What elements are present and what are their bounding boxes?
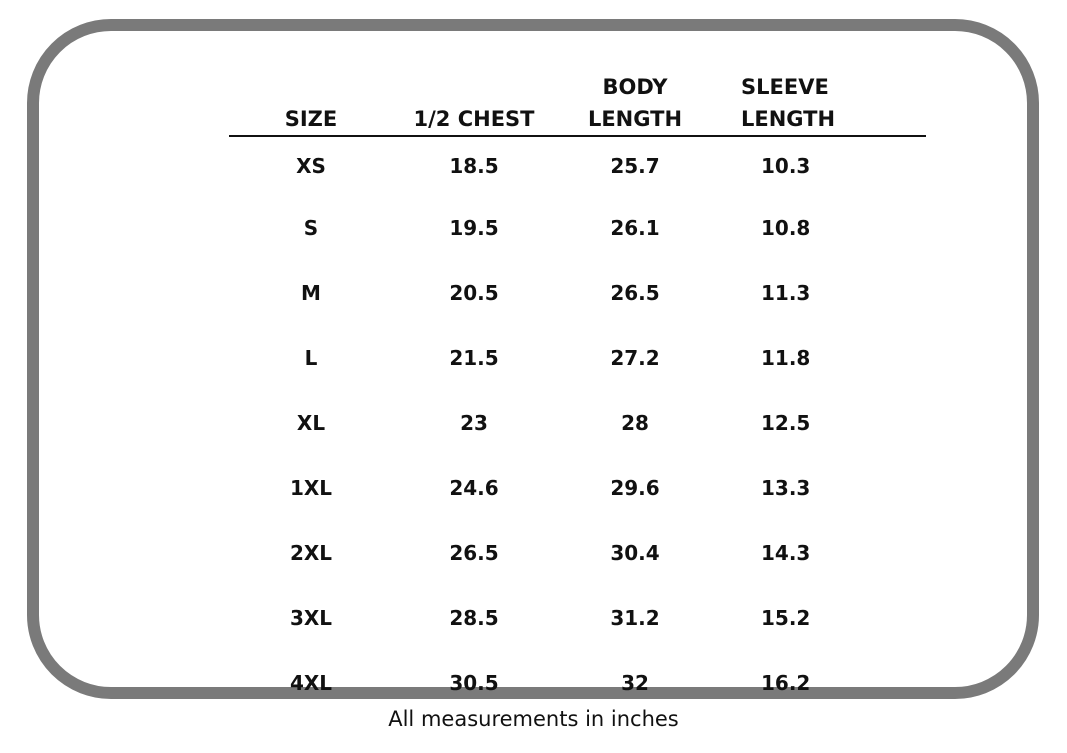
cell-half-chest: 18.5 [449, 154, 499, 178]
cell-body-length: 30.4 [610, 540, 660, 565]
cell-sleeve-length: 10.3 [761, 154, 811, 178]
table-row: 4XL 30.5 32 16.2 [229, 650, 926, 715]
table-row: 1XL 24.6 29.6 13.3 [229, 455, 926, 520]
measurement-note: All measurements in inches [388, 707, 679, 731]
cell-size: XS [296, 154, 326, 178]
header-row: SIZE 1/2 CHEST BODY LENGTH SLEEVE LENGTH [229, 69, 926, 137]
cell-half-chest: 20.5 [449, 280, 499, 305]
cell-sleeve-length: 12.5 [761, 410, 811, 435]
cell-half-chest: 24.6 [449, 475, 499, 500]
cell-body-length: 29.6 [610, 475, 660, 500]
size-chart-frame: SIZE 1/2 CHEST BODY LENGTH SLEEVE LENGTH… [27, 19, 1039, 699]
cell-sleeve-length: 16.2 [761, 670, 811, 695]
cell-sleeve-length: 10.8 [761, 215, 811, 240]
cell-sleeve-length: 11.3 [761, 280, 811, 305]
table-row: XL 23 28 12.5 [229, 390, 926, 455]
table-body: XS 18.5 25.7 10.3 S 19.5 26.1 10.8 M 20.… [229, 136, 926, 715]
cell-size: M [301, 280, 321, 305]
cell-size: 3XL [289, 605, 333, 630]
table-row: 3XL 28.5 31.2 15.2 [229, 585, 926, 650]
cell-sleeve-length: 15.2 [761, 605, 811, 630]
cell-size: 4XL [289, 670, 333, 695]
cell-body-length: 26.5 [610, 280, 660, 305]
cell-size: 1XL [289, 475, 333, 500]
header-sleeve-length: SLEEVE LENGTH [715, 69, 926, 137]
cell-sleeve-length: 13.3 [761, 475, 811, 500]
cell-size: 2XL [289, 540, 333, 565]
table-row: XS 18.5 25.7 10.3 [229, 136, 926, 195]
cell-size: S [303, 215, 319, 240]
cell-size: XL [296, 410, 326, 435]
table-header: SIZE 1/2 CHEST BODY LENGTH SLEEVE LENGTH [229, 69, 926, 137]
cell-half-chest: 23 [460, 410, 488, 435]
cell-half-chest: 26.5 [449, 540, 499, 565]
size-chart-table: SIZE 1/2 CHEST BODY LENGTH SLEEVE LENGTH… [229, 69, 926, 715]
cell-size: L [304, 345, 318, 370]
cell-body-length: 31.2 [610, 605, 660, 630]
cell-body-length: 27.2 [610, 345, 660, 370]
table-row: S 19.5 26.1 10.8 [229, 195, 926, 260]
cell-sleeve-length: 14.3 [761, 540, 811, 565]
cell-half-chest: 30.5 [449, 670, 499, 695]
cell-body-length: 25.7 [610, 154, 660, 178]
cell-body-length: 26.1 [610, 215, 660, 240]
cell-body-length: 32 [621, 670, 649, 695]
cell-half-chest: 28.5 [449, 605, 499, 630]
header-size: SIZE [229, 69, 393, 137]
cell-sleeve-length: 11.8 [761, 345, 811, 370]
cell-half-chest: 19.5 [449, 215, 499, 240]
cell-body-length: 28 [621, 410, 649, 435]
header-half-chest: 1/2 CHEST [393, 69, 555, 137]
table-row: 2XL 26.5 30.4 14.3 [229, 520, 926, 585]
table-row: L 21.5 27.2 11.8 [229, 325, 926, 390]
cell-half-chest: 21.5 [449, 345, 499, 370]
header-body-length: BODY LENGTH [555, 69, 715, 137]
table-row: M 20.5 26.5 11.3 [229, 260, 926, 325]
